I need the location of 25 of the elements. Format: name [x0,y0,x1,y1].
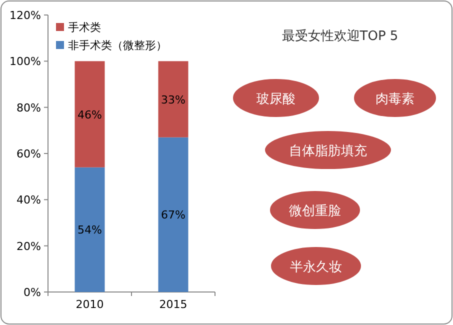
bar [158,61,188,138]
text: 玻尿酸 [256,92,296,107]
y-tick-label: 100% [10,55,41,68]
y-tick-label: 120% [10,9,41,22]
text: 半永久妆 [290,259,342,275]
data-label: 54% [78,224,102,237]
y-tick-label: 80% [16,101,41,114]
x-tick-label: 2015 [159,298,188,311]
data-label: 46% [78,108,102,122]
y-tick-label: 60% [16,148,41,160]
bar [158,137,188,292]
legend-label: 非手术类（微整形） [68,39,167,52]
bar [74,167,105,292]
text: 最受女性欢迎TOP 5 [282,28,398,44]
x-tick-label: 2010 [76,298,104,311]
legend-label: 手术类 [68,21,101,34]
data-label: 33% [161,93,186,106]
y-tick-label: 40% [16,194,41,207]
data-label: 67% [161,208,186,222]
bar [74,61,105,168]
text: 自体脂肪填充 [289,144,367,159]
text: 微创重脸 [289,204,341,219]
text: 肉毒素 [376,92,414,107]
y-tick-label: 20% [16,240,41,253]
y-tick-label: 0% [24,286,41,299]
